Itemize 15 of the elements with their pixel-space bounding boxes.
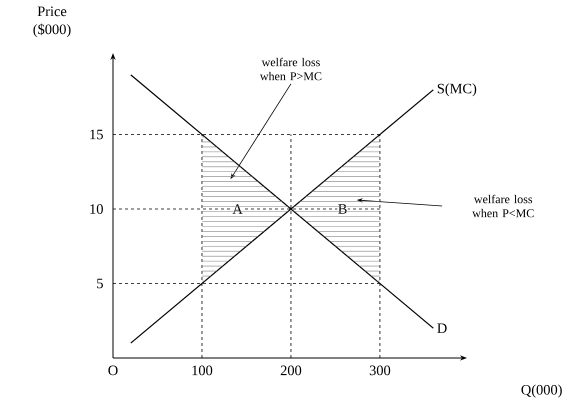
text: welfare loss when P<MC [472, 194, 534, 218]
x-tick-label: 200 [280, 366, 302, 376]
annotation: A [232, 204, 243, 214]
series-label: D [437, 323, 447, 333]
x-tick-label: 100 [192, 366, 212, 376]
series-label: S(MC) [438, 83, 476, 96]
x-tick-label: 300 [370, 366, 390, 376]
y-tick-label: 10 [90, 204, 103, 214]
y-tick-label: 5 [97, 278, 103, 288]
y-axis-title: Price ($000) [33, 6, 71, 38]
y-tick-label: 15 [90, 130, 103, 140]
annotation: B [338, 204, 347, 214]
x-axis-title: Q(000) [521, 384, 562, 398]
x-tick-label: O [108, 366, 118, 376]
annotation: welfare loss when P>MC [260, 58, 322, 80]
